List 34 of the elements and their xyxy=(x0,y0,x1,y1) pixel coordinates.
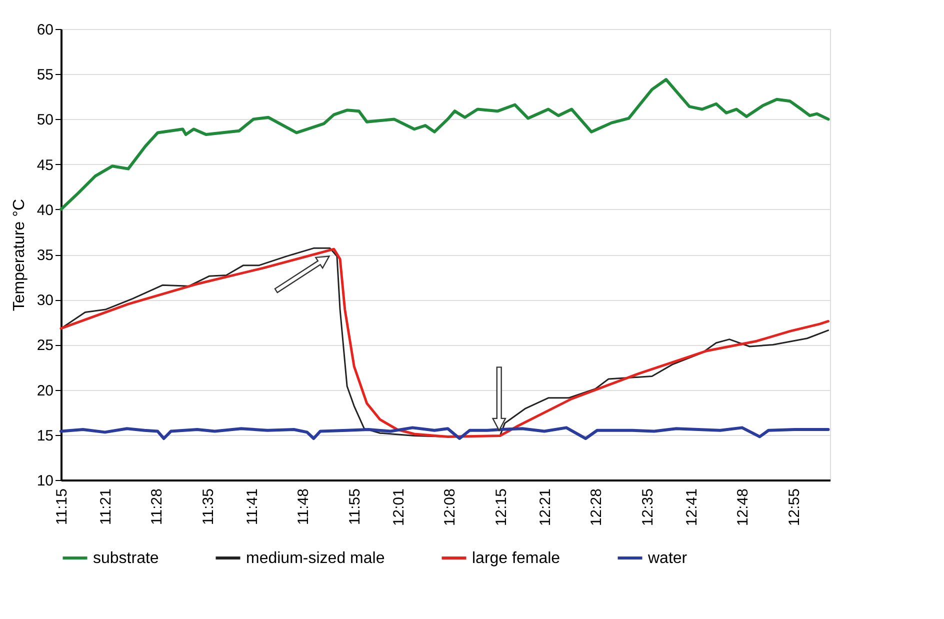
x-tick-label: 11:41 xyxy=(244,488,261,525)
y-tick-label: 15 xyxy=(36,427,54,444)
x-tick-label: 12:08 xyxy=(442,488,459,526)
y-tick-label: 60 xyxy=(36,22,54,38)
x-tick-label: 12:55 xyxy=(786,488,803,526)
line-series xyxy=(60,426,830,440)
y-tick-label: 40 xyxy=(36,202,54,219)
x-tick-label: 12:01 xyxy=(390,488,408,526)
x-tick-label: 12:21 xyxy=(536,488,554,526)
x-tick-label: 12:28 xyxy=(588,488,606,526)
x-tick-label: 12:15 xyxy=(492,488,510,526)
x-tick-label: 12:48 xyxy=(734,488,752,526)
y-tick-label: 55 xyxy=(36,66,54,84)
x-tick-label: 11:15 xyxy=(54,488,70,525)
y-tick-label: 45 xyxy=(36,156,54,174)
y-tick-label: 35 xyxy=(36,247,54,264)
legend-label: substrate xyxy=(93,550,159,567)
y-tick-label: 20 xyxy=(36,382,54,400)
y-tick-label: 10 xyxy=(36,472,54,490)
line-series xyxy=(60,78,830,211)
x-tick-label: 11:55 xyxy=(346,488,364,525)
x-tick-label: 11:48 xyxy=(295,488,312,525)
x-tick-label: 11:35 xyxy=(200,488,217,525)
legend-label: large female xyxy=(472,550,560,567)
legend-label: water xyxy=(647,550,688,567)
y-tick-label: 25 xyxy=(36,337,54,354)
x-tick-label: 11:28 xyxy=(148,488,166,525)
x-tick-label: 11:21 xyxy=(97,488,114,525)
y-tick-label: 30 xyxy=(36,292,54,310)
x-tick-label: 12:41 xyxy=(683,488,700,526)
legend-label: medium-sized male xyxy=(246,550,385,567)
x-tick-label: 12:35 xyxy=(639,488,656,526)
y-axis-title: Temperature °C xyxy=(10,198,28,312)
y-tick-label: 50 xyxy=(36,112,54,129)
